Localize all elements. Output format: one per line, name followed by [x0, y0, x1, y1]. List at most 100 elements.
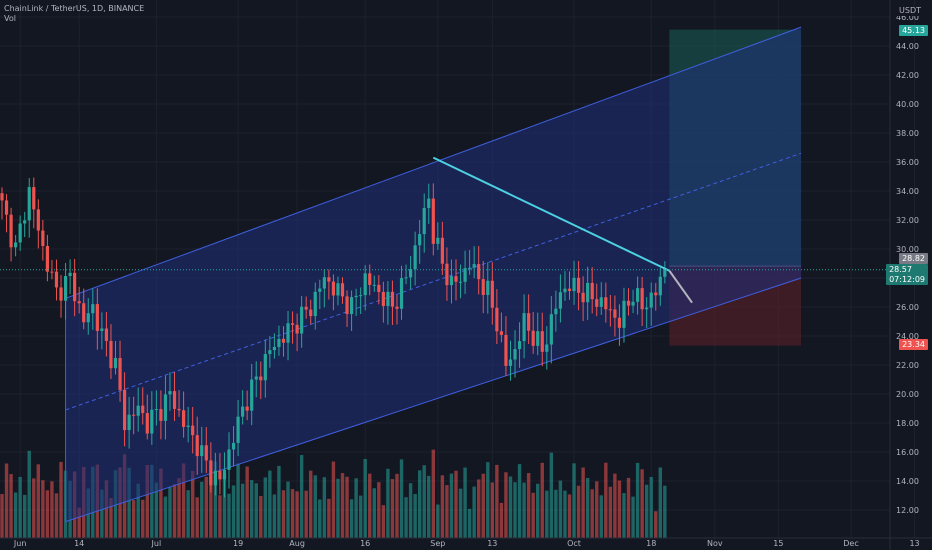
volume-bar [599, 495, 603, 538]
candle-body [259, 376, 263, 381]
candle-body [322, 277, 326, 289]
volume-bar [154, 482, 159, 538]
volume-bar [549, 452, 554, 538]
volume-bar [163, 496, 168, 538]
candle-body [200, 445, 204, 457]
candle-body [522, 313, 526, 342]
candle-body [531, 330, 535, 346]
volume-bar [240, 483, 245, 538]
candle-body [118, 358, 122, 390]
volume-bar [508, 476, 513, 538]
volume-bar [540, 462, 544, 538]
candle-body [132, 414, 136, 416]
volume-bar [440, 475, 445, 538]
candle-body [377, 284, 381, 293]
volume-bar [195, 497, 199, 538]
regression-channel[interactable] [65, 26, 802, 523]
volume-bar [218, 495, 222, 538]
volume-bar [504, 472, 508, 538]
descending-trendline [432, 156, 670, 272]
candle-body [195, 435, 199, 457]
candle-body [427, 198, 431, 208]
candle-body [45, 245, 49, 272]
volume-bar [209, 469, 213, 538]
candle-body [513, 349, 517, 360]
candle-body [127, 414, 131, 431]
volume-indicator-label[interactable]: Vol [4, 14, 16, 23]
channel-mid-line [65, 152, 802, 411]
volume-bar [649, 476, 653, 538]
time-tick-label: 13 [487, 539, 497, 548]
volume-bar [422, 465, 426, 538]
price-tick-label: 30.00 [896, 245, 919, 254]
volume-bar [104, 480, 109, 538]
volume-bar [626, 477, 631, 538]
candle-body [113, 358, 118, 369]
candle-body [558, 292, 563, 309]
volume-bar [131, 500, 136, 538]
volume-bar [536, 483, 540, 538]
volume-bar [281, 490, 286, 538]
candle-body [150, 409, 154, 434]
volume-bar [200, 481, 204, 538]
candle-body [250, 379, 254, 411]
price-tick-label: 22.00 [896, 361, 919, 370]
time-tick-label: 13 [909, 539, 919, 548]
candle-body [586, 282, 590, 303]
volume-bar [181, 463, 186, 538]
candle-body [0, 193, 4, 201]
volume-bar [390, 479, 395, 538]
volume-bar [299, 455, 304, 538]
volume-bar [386, 468, 390, 538]
candle-body [23, 220, 27, 224]
candle-body [104, 328, 109, 341]
volume-bars [0, 449, 667, 538]
volume-bar [567, 494, 572, 538]
time-tick-label: 15 [773, 539, 783, 548]
volume-bar [513, 482, 517, 538]
symbol-title[interactable]: ChainLink / TetherUS, 1D, BINANCE [4, 4, 145, 13]
price-tick-label: 42.00 [896, 71, 919, 80]
candle-body [236, 416, 240, 443]
volume-bar [172, 484, 177, 538]
volume-bar [268, 470, 272, 538]
candle-body [295, 324, 299, 334]
candle-body [527, 313, 531, 331]
candle-body [418, 234, 422, 246]
candle-body [268, 350, 272, 355]
candle-body [608, 309, 612, 311]
candle-body [563, 288, 567, 293]
candle-body [177, 408, 181, 411]
candle-body [540, 331, 544, 352]
candle-body [263, 354, 267, 381]
candle-body [222, 469, 227, 480]
candle-body [163, 394, 168, 421]
candle-body [463, 268, 467, 282]
price-tick-label: 46.00 [896, 13, 919, 22]
trendlines[interactable] [0, 156, 890, 304]
volume-bar [4, 463, 9, 538]
volume-bar [499, 502, 504, 538]
price-tick-label: 32.00 [896, 216, 919, 225]
volume-bar [449, 473, 454, 538]
volume-bar [417, 470, 422, 538]
candle-body [290, 323, 295, 325]
price-tick-label: 24.00 [896, 332, 919, 341]
time-tick-label: Jun [13, 539, 27, 548]
volume-bar [9, 474, 13, 538]
volume-bar [631, 496, 635, 538]
candle-body [554, 308, 558, 315]
time-tick-label: Jul [151, 539, 162, 548]
candle-body [508, 359, 513, 366]
candle-body [245, 406, 249, 411]
candle-body [191, 425, 195, 436]
volume-bar [613, 473, 617, 538]
volume-bar [222, 474, 227, 538]
volume-bar [150, 464, 154, 538]
candle-body [313, 291, 317, 317]
time-axis[interactable]: Jun 14 Jul 19 Aug 16 Sep 13 Oct 18 Nov 15 Dec 13 [0, 537, 932, 548]
candle-body [32, 187, 36, 210]
chart-legend: ChainLink / TetherUS, 1D, BINANCE Vol [4, 4, 144, 24]
time-tick-label: 14 [74, 539, 84, 548]
